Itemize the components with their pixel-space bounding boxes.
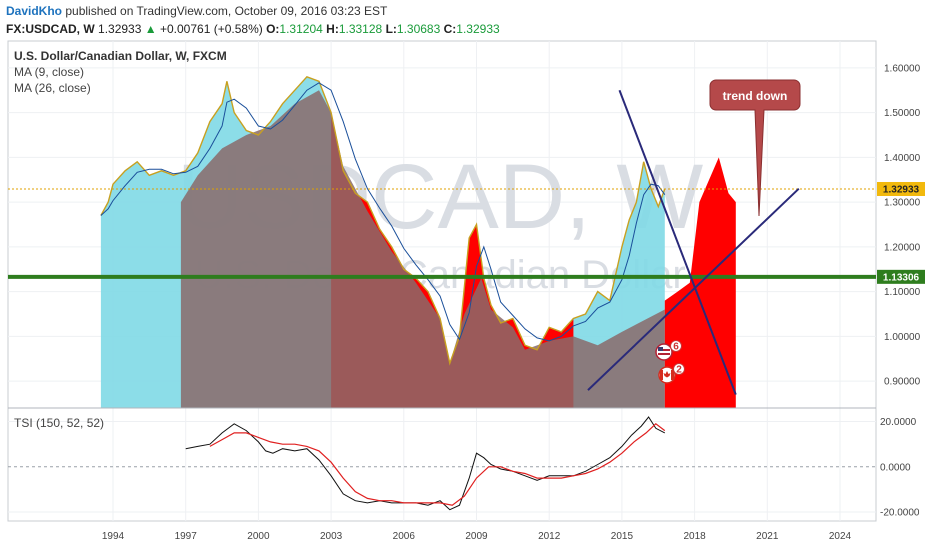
time-tick-label: 2003 bbox=[320, 531, 343, 542]
price-change: +0.00761 (+0.58%) bbox=[159, 22, 263, 36]
annotation-text: trend down bbox=[723, 89, 788, 103]
us-flag-stripe bbox=[658, 353, 670, 355]
high-value: 1.33128 bbox=[338, 22, 383, 36]
open-label: O: bbox=[266, 22, 280, 36]
tsi-legend[interactable]: TSI (150, 52, 52) bbox=[14, 416, 105, 430]
price-tick-label: 1.30000 bbox=[884, 198, 921, 209]
price-tick-label: 0.90000 bbox=[884, 377, 921, 388]
time-tick-label: 2015 bbox=[611, 531, 634, 542]
chart-header: DavidKho published on TradingView.com, O… bbox=[0, 0, 932, 40]
support-price-tag-text: 1.13306 bbox=[883, 272, 920, 283]
ma-line bbox=[100, 82, 666, 342]
time-tick-label: 2024 bbox=[829, 531, 852, 542]
marker-count-badge bbox=[673, 363, 685, 375]
price-tick-label: 1.00000 bbox=[884, 332, 921, 343]
low-label: L: bbox=[385, 22, 397, 36]
trendline-descending[interactable] bbox=[618, 89, 737, 395]
close-label: C: bbox=[443, 22, 457, 36]
last-price-tag-bg bbox=[877, 181, 925, 196]
trend-down-annotation[interactable]: trend down bbox=[709, 79, 801, 217]
tsi-tick-label: 20.0000 bbox=[880, 417, 917, 428]
ca-marker-count: 2 bbox=[676, 365, 682, 376]
time-tick-label: 1997 bbox=[175, 531, 198, 542]
publish-info: DavidKho published on TradingView.com, O… bbox=[6, 4, 387, 18]
time-tick-label: 2000 bbox=[247, 531, 270, 542]
price-axis[interactable]: 1.60000 1.50000 1.40000 1.30000 1.20000 1.100… bbox=[884, 63, 921, 387]
support-price-tag-bg bbox=[877, 269, 925, 284]
time-tick-label: 2006 bbox=[393, 531, 416, 542]
author-link[interactable]: DavidKho bbox=[6, 4, 63, 18]
time-tick-label: 2018 bbox=[683, 531, 706, 542]
price-tick-label: 1.20000 bbox=[884, 242, 921, 253]
us-flag-canton bbox=[658, 347, 663, 351]
us-marker-count: 6 bbox=[673, 342, 679, 353]
price-tick-label: 1.60000 bbox=[884, 63, 921, 74]
high-label: H: bbox=[326, 22, 339, 36]
price-tick-label: 1.10000 bbox=[884, 287, 921, 298]
trendline-ascending[interactable] bbox=[587, 187, 800, 391]
time-tick-label: 1994 bbox=[102, 531, 125, 542]
price-line bbox=[100, 75, 666, 366]
symbol-label: FX:USDCAD, W bbox=[6, 22, 95, 36]
ma9-legend[interactable]: MA (9, close) bbox=[14, 65, 85, 79]
price-tick-label: 1.50000 bbox=[884, 108, 921, 119]
ca-flag-band bbox=[660, 370, 663, 380]
up-arrow-icon: ▲ bbox=[144, 22, 157, 36]
last-price: 1.32933 bbox=[98, 22, 142, 36]
open-value: 1.31204 bbox=[279, 22, 323, 36]
time-tick-label: 2009 bbox=[465, 531, 488, 542]
marker-count-badge bbox=[670, 340, 682, 352]
support-price-tag: 1.13306 bbox=[877, 269, 925, 284]
quote-line: FX:USDCAD, W 1.32933 ▲ +0.00761 (+0.58%)… bbox=[6, 22, 500, 36]
ma26-legend[interactable]: MA (26, close) bbox=[14, 81, 91, 95]
tsi-axis[interactable]: 20.0000 0.0000 -20.0000 bbox=[880, 417, 920, 518]
chart-title: U.S. Dollar/Canadian Dollar, W, FXCM bbox=[14, 49, 227, 63]
time-tick-label: 2021 bbox=[756, 531, 779, 542]
tsi-signal-line bbox=[209, 423, 666, 506]
tsi-line bbox=[185, 416, 666, 511]
time-tick-label: 2012 bbox=[538, 531, 561, 542]
maple-leaf-icon bbox=[663, 371, 671, 378]
last-price-tag: 1.32933 bbox=[877, 181, 925, 196]
event-markers[interactable]: 6 2 bbox=[655, 340, 685, 384]
tsi-grid bbox=[8, 408, 876, 521]
publish-text: published on TradingView.com, October 09… bbox=[62, 4, 388, 18]
price-tick-label: 1.40000 bbox=[884, 153, 921, 164]
time-axis[interactable]: 1994 1997 2000 2003 2006 2009 2012 2015 2018 2021… bbox=[102, 531, 852, 542]
low-value: 1.30683 bbox=[396, 22, 441, 36]
ca-flag-band bbox=[671, 370, 674, 380]
tsi-tick-label: -20.0000 bbox=[880, 507, 920, 518]
tsi-tick-label: 0.0000 bbox=[880, 462, 911, 473]
fill-gray-region bbox=[180, 90, 665, 408]
us-flag-stripe bbox=[658, 349, 670, 351]
last-price-tag-text: 1.32933 bbox=[883, 184, 920, 195]
close-value: 1.32933 bbox=[456, 22, 500, 36]
annotation-callout bbox=[709, 79, 801, 217]
us-flag-icon[interactable] bbox=[655, 343, 673, 361]
